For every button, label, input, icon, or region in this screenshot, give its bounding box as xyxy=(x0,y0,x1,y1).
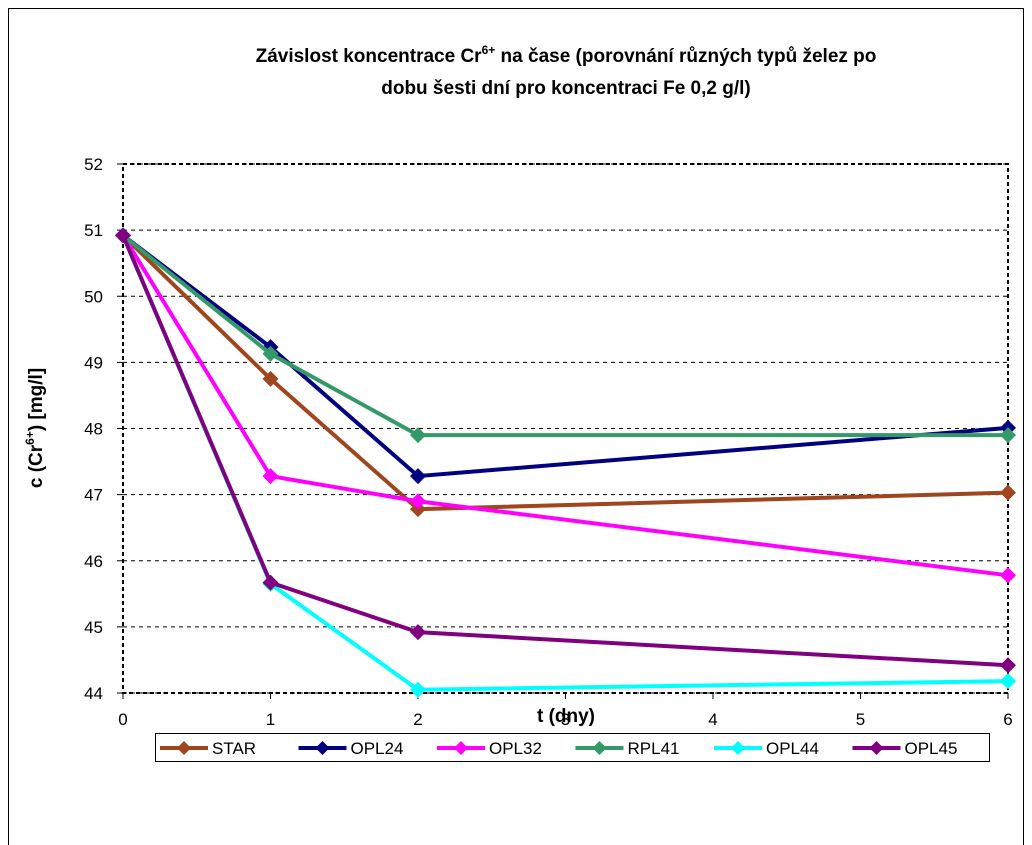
y-tick-label: 46 xyxy=(84,552,103,571)
legend-label: OPL32 xyxy=(489,739,542,758)
data-point xyxy=(1000,657,1016,674)
legend-label: OPL24 xyxy=(351,739,404,758)
data-point xyxy=(1000,427,1016,444)
title-part: na čase (porovnání různých typů želez po xyxy=(495,46,876,67)
y-tick-label: 44 xyxy=(84,684,103,703)
x-tick-label: 1 xyxy=(266,710,275,729)
legend-box xyxy=(155,733,990,762)
y-label-part: c (Cr xyxy=(26,444,47,488)
data-point xyxy=(262,370,279,387)
data-point xyxy=(410,681,426,698)
data-point xyxy=(262,468,279,485)
y-axis-label: c (Cr6+) [mg/l] xyxy=(23,368,47,488)
data-point xyxy=(262,345,279,362)
chart-title: dobu šesti dní pro koncentraci Fe 0,2 g/… xyxy=(381,78,751,99)
x-tick-label: 2 xyxy=(413,710,422,729)
series-line xyxy=(121,233,1009,479)
series-line xyxy=(121,234,1009,578)
data-point xyxy=(262,574,279,591)
series-line xyxy=(121,233,1009,512)
x-tick-label: 5 xyxy=(856,710,865,729)
data-point xyxy=(410,468,426,485)
legend-marker xyxy=(315,741,330,755)
x-tick-label: 4 xyxy=(708,710,717,729)
y-tick-label: 49 xyxy=(84,353,103,372)
legend-label: OPL45 xyxy=(905,739,958,758)
title-part: Závislost koncentrace Cr xyxy=(256,46,483,67)
data-point xyxy=(1000,484,1016,501)
series-line xyxy=(121,233,1008,438)
x-tick-label: 0 xyxy=(118,710,127,729)
chart-title: Závislost koncentrace Cr6+ na čase (poro… xyxy=(256,43,877,67)
legend-marker xyxy=(731,741,745,755)
legend-label: OPL44 xyxy=(766,739,819,758)
data-point xyxy=(1000,673,1016,690)
y-label-superscript: 6+ xyxy=(23,431,37,445)
chart-frame xyxy=(8,8,1024,845)
legend-label: STAR xyxy=(212,739,256,758)
legend-marker xyxy=(592,741,607,755)
x-tick-label: 6 xyxy=(1003,710,1012,729)
x-tick-label: 3 xyxy=(561,710,570,729)
data-point xyxy=(410,493,426,510)
data-point xyxy=(410,624,426,641)
series-line xyxy=(121,234,1009,668)
y-tick-label: 52 xyxy=(84,155,103,174)
legend-marker xyxy=(454,741,468,755)
data-point xyxy=(410,427,426,444)
title-superscript: 6+ xyxy=(482,43,496,57)
legend-label: RPL41 xyxy=(628,739,680,758)
legend-marker xyxy=(869,741,884,755)
x-axis-label: t (dny) xyxy=(537,706,595,727)
y-tick-label: 45 xyxy=(84,618,103,637)
y-tick-label: 51 xyxy=(84,221,103,240)
y-tick-label: 47 xyxy=(84,486,103,505)
y-label-part: ) [mg/l] xyxy=(26,368,47,431)
y-tick-label: 50 xyxy=(84,287,103,306)
y-tick-label: 48 xyxy=(84,420,103,439)
data-point xyxy=(1000,567,1016,584)
data-point xyxy=(115,227,131,244)
legend-marker xyxy=(177,741,191,755)
